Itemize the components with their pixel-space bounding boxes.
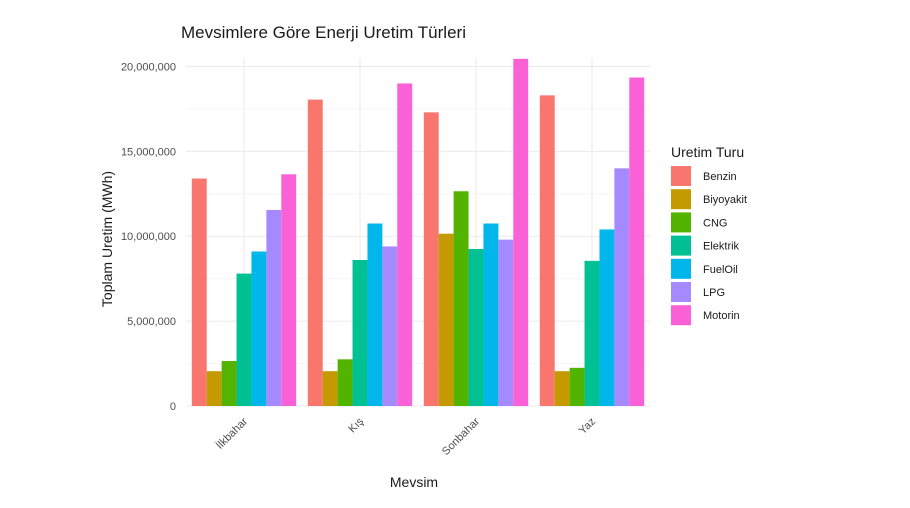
legend-swatch	[671, 235, 691, 256]
bar-benzin-0	[191, 178, 207, 406]
y-tick-label: 15,000,000	[121, 146, 176, 158]
legend-swatch	[671, 212, 691, 233]
bar-motorin-1	[397, 83, 413, 407]
bar-cng-2	[453, 191, 469, 406]
legend-title: Uretim Turu	[671, 144, 744, 160]
bar-elektrik-2	[468, 248, 484, 406]
bar-fueloil-2	[483, 223, 499, 406]
y-tick-label: 10,000,000	[121, 231, 176, 243]
bar-benzin-3	[539, 95, 555, 406]
legend-swatch	[671, 166, 691, 186]
legend-label: Biyoyakit	[703, 194, 747, 206]
bar-lpg-1	[382, 246, 398, 406]
bar-biyoyakit-0	[206, 371, 222, 406]
legend-items: Benzin Biyoyakit CNG Elektrik FuelOil LPG Moto…	[671, 166, 747, 326]
bar-benzin-1	[307, 99, 323, 406]
legend-swatch	[671, 189, 691, 210]
bar-cng-1	[337, 359, 353, 406]
bar-fueloil-0	[251, 251, 267, 406]
legend-label: CNG	[703, 217, 727, 229]
bar-motorin-3	[629, 77, 645, 407]
legend-swatch	[671, 305, 691, 326]
legend-label: Benzin	[703, 171, 737, 183]
bar-lpg-0	[266, 209, 282, 406]
bar-benzin-2	[423, 112, 439, 406]
chart-title: Mevsimlere Göre Enerji Uretim Türleri	[181, 23, 466, 42]
bar-cng-0	[221, 361, 237, 406]
bar-fueloil-3	[599, 229, 615, 406]
y-tick-label: 5,000,000	[127, 316, 176, 328]
y-axis-ticks: 0 5,000,000 10,000,000 15,000,000 20,000,000	[121, 61, 176, 413]
bar-lpg-2	[498, 239, 514, 406]
y-tick-label: 0	[170, 401, 176, 413]
x-axis-title: Mevsim	[390, 474, 438, 490]
y-tick-label: 20,000,000	[121, 61, 176, 73]
bar-biyoyakit-3	[554, 371, 570, 406]
bar-fueloil-1	[367, 223, 383, 406]
bar-motorin-2	[513, 58, 529, 406]
bar-motorin-0	[281, 174, 297, 406]
legend-swatch	[671, 258, 691, 279]
bar-elektrik-1	[352, 260, 368, 406]
bar-cng-3	[569, 367, 585, 406]
bar-biyoyakit-2	[438, 233, 454, 406]
legend-label: FuelOil	[703, 264, 738, 276]
bar-elektrik-3	[584, 260, 600, 406]
bar-lpg-3	[614, 168, 630, 406]
y-axis-title: Toplam Uretim (MWh)	[99, 171, 115, 307]
bars-group	[191, 58, 645, 407]
bar-elektrik-0	[236, 273, 252, 406]
legend-label: Motorin	[703, 310, 740, 322]
legend: Uretim Turu Benzin Biyoyakit CNG Elektrik Fu…	[671, 144, 747, 326]
legend-label: LPG	[703, 287, 725, 299]
legend-label: Elektrik	[703, 241, 740, 253]
legend-swatch	[671, 282, 691, 302]
bar-biyoyakit-1	[322, 371, 338, 406]
